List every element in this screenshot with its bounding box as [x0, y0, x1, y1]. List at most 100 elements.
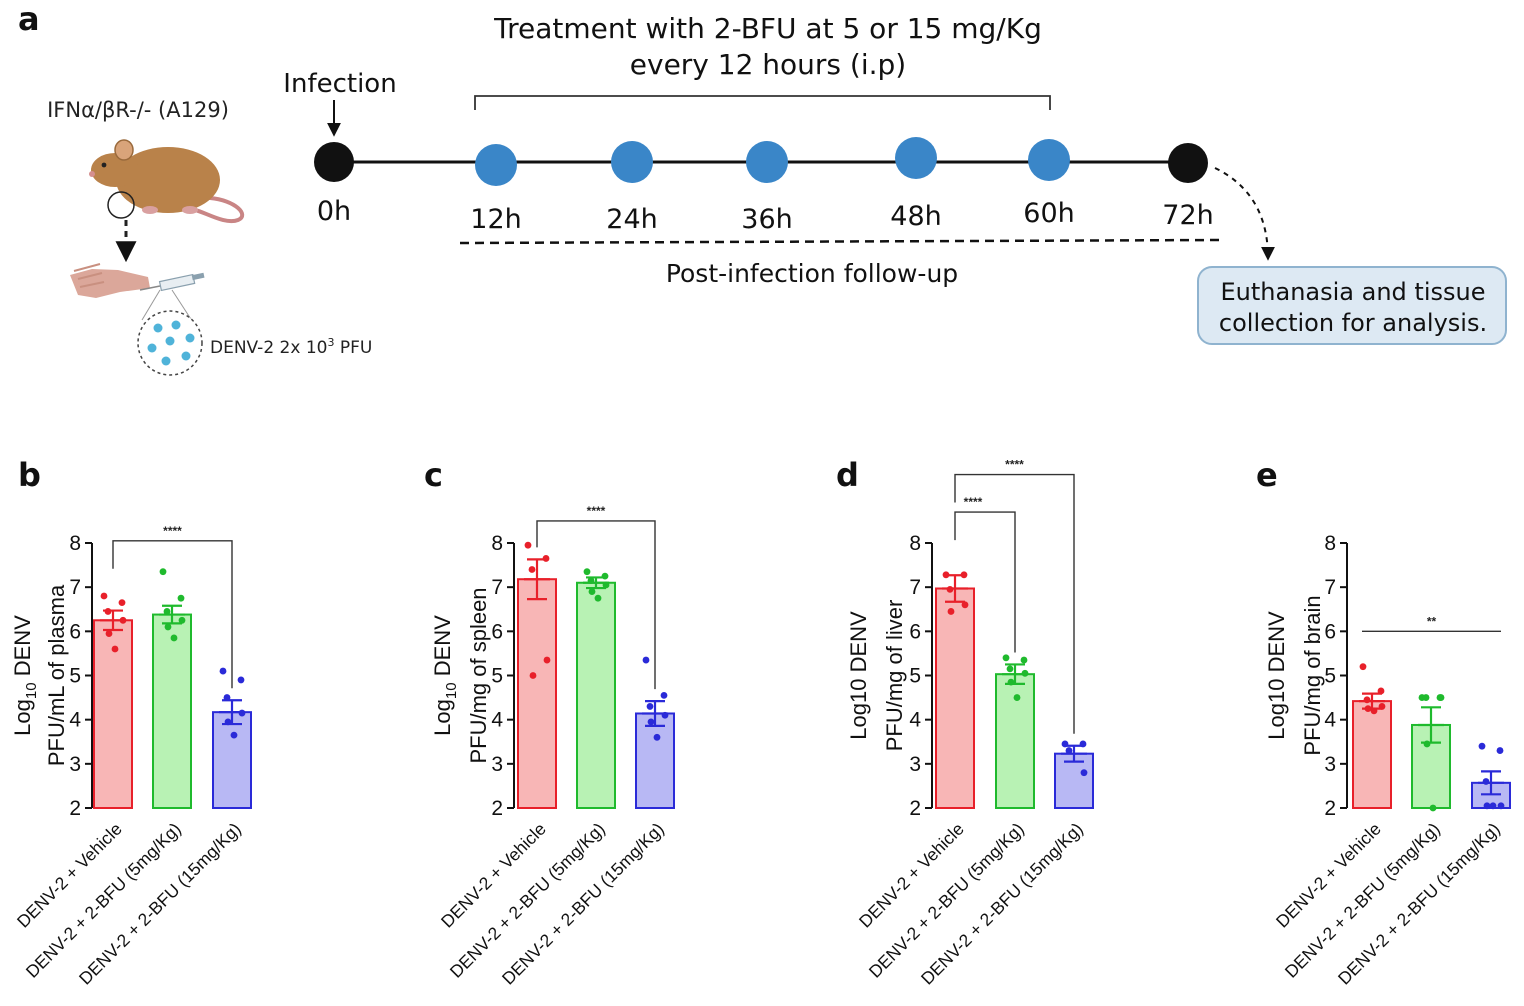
y-axis-label-line1: Log10 DENV [1264, 611, 1289, 740]
inoculum-label: DENV-2 2x 103 PFU [210, 336, 372, 358]
data-point [653, 733, 661, 741]
panel-label-b: b [18, 456, 41, 494]
data-point [660, 691, 668, 699]
bar-1 [1352, 700, 1392, 809]
y-tick-label: 3 [909, 753, 921, 776]
euthanasia-box [1197, 266, 1507, 345]
y-tick-label: 5 [69, 665, 81, 688]
data-point [1437, 694, 1445, 701]
y-tick-label: 6 [1324, 620, 1336, 643]
y-axis-label-line2: PFU/mg of spleen [466, 587, 491, 763]
data-point [1482, 778, 1490, 785]
data-point [1423, 740, 1431, 748]
mouse-strain-label: IFNα/βR-/- (A129) [47, 98, 229, 122]
data-point [1497, 802, 1505, 810]
timepoint-label-24h: 24h [606, 204, 657, 235]
data-point [602, 581, 610, 589]
data-point [646, 703, 654, 710]
timeline-points: 0h 12h 24h 36h 48h 60h 72h [314, 137, 1214, 235]
y-tick-label: 7 [1324, 576, 1336, 599]
data-point [543, 656, 551, 664]
data-point [177, 594, 185, 602]
data-point [528, 566, 536, 573]
data-point [1483, 802, 1491, 810]
chart-brain: 2 3 4 5 6 7 8 Log10 DENV PFU/mg of brain DENV-2 +… [1264, 532, 1511, 989]
timepoint-label-72h: 72h [1162, 200, 1213, 231]
y-tick-label: 3 [69, 753, 81, 776]
timepoint-marker-48h [895, 137, 937, 179]
data-point [587, 577, 595, 584]
data-point [1370, 707, 1378, 715]
treatment-bracket [474, 95, 1051, 110]
panel-label-c: c [424, 456, 443, 494]
data-point [1377, 687, 1385, 695]
y-axis-label-line2: PFU/mg of liver [882, 600, 907, 752]
virus-particles-icon [147, 320, 195, 366]
bar-1 [517, 578, 557, 810]
significance-label: **** [163, 524, 182, 538]
y-label-prefix: Log10 DENV [1264, 611, 1289, 740]
data-point [661, 711, 669, 719]
data-point [237, 676, 245, 684]
data-point [1007, 678, 1015, 686]
data-point [1489, 802, 1497, 810]
data-point [223, 694, 231, 701]
data-point [104, 608, 112, 615]
data-point [100, 592, 108, 600]
data-point [1020, 656, 1028, 664]
treatment-title-line2: every 12 hours (i.p) [630, 48, 906, 81]
data-point [1496, 747, 1504, 754]
euthanasia-line2: collection for analysis. [1219, 309, 1487, 337]
timepoint-marker-12h [475, 144, 517, 186]
infection-label: Infection [283, 69, 396, 99]
y-tick-label: 3 [491, 753, 503, 776]
y-label-prefix: Log10 DENV [846, 611, 871, 740]
data-point [594, 594, 602, 602]
y-tick-label: 5 [1324, 665, 1336, 688]
timepoint-label-60h: 60h [1023, 198, 1074, 229]
y-tick-label: 7 [491, 576, 503, 599]
data-point [1065, 747, 1073, 754]
euthanasia-arrow [1214, 167, 1275, 261]
data-point [170, 634, 178, 642]
y-tick-label: 4 [491, 709, 503, 732]
y-tick-label: 2 [69, 797, 81, 820]
data-point [164, 623, 172, 631]
significance-bracket [954, 473, 1075, 734]
y-axis-label-line2: PFU/mg of brain [1300, 595, 1325, 755]
data-point [542, 555, 550, 562]
data-point [947, 608, 955, 615]
y-axis-label-line1: Log10 DENV [10, 615, 40, 736]
y-label-subscript: 10 [443, 682, 460, 699]
y-tick-label: 6 [69, 620, 81, 643]
panel-a-timeline: Treatment with 2-BFU at 5 or 15 mg/Kg ev… [47, 12, 1507, 376]
data-point [118, 599, 126, 607]
y-tick-label: 7 [69, 576, 81, 599]
panel-label-e: e [1256, 456, 1278, 494]
y-tick-label: 7 [909, 576, 921, 599]
y-label-prefix: Log [430, 699, 455, 736]
bar-3 [212, 711, 252, 809]
significance-bracket [536, 520, 656, 690]
timepoint-label-12h: 12h [470, 204, 521, 235]
timepoint-marker-60h [1028, 139, 1070, 181]
data-point [1061, 740, 1069, 748]
treatment-title-line1: Treatment with 2-BFU at 5 or 15 mg/Kg [493, 12, 1042, 45]
y-tick-label: 4 [1324, 709, 1336, 732]
data-point [1422, 694, 1430, 701]
euthanasia-line1: Euthanasia and tissue [1221, 278, 1486, 306]
data-point [1363, 696, 1371, 704]
data-point [524, 541, 532, 549]
y-tick-label: 6 [909, 620, 921, 643]
y-label-rest: DENV [10, 615, 35, 683]
data-point [601, 572, 609, 580]
data-point [238, 709, 246, 717]
x-category-label-1: DENV-2 + Vehicle [1272, 819, 1385, 932]
data-point [1013, 694, 1021, 701]
data-point [946, 585, 954, 593]
data-point [588, 588, 596, 595]
significance-label: **** [1005, 458, 1024, 472]
y-tick-label: 8 [69, 532, 81, 555]
